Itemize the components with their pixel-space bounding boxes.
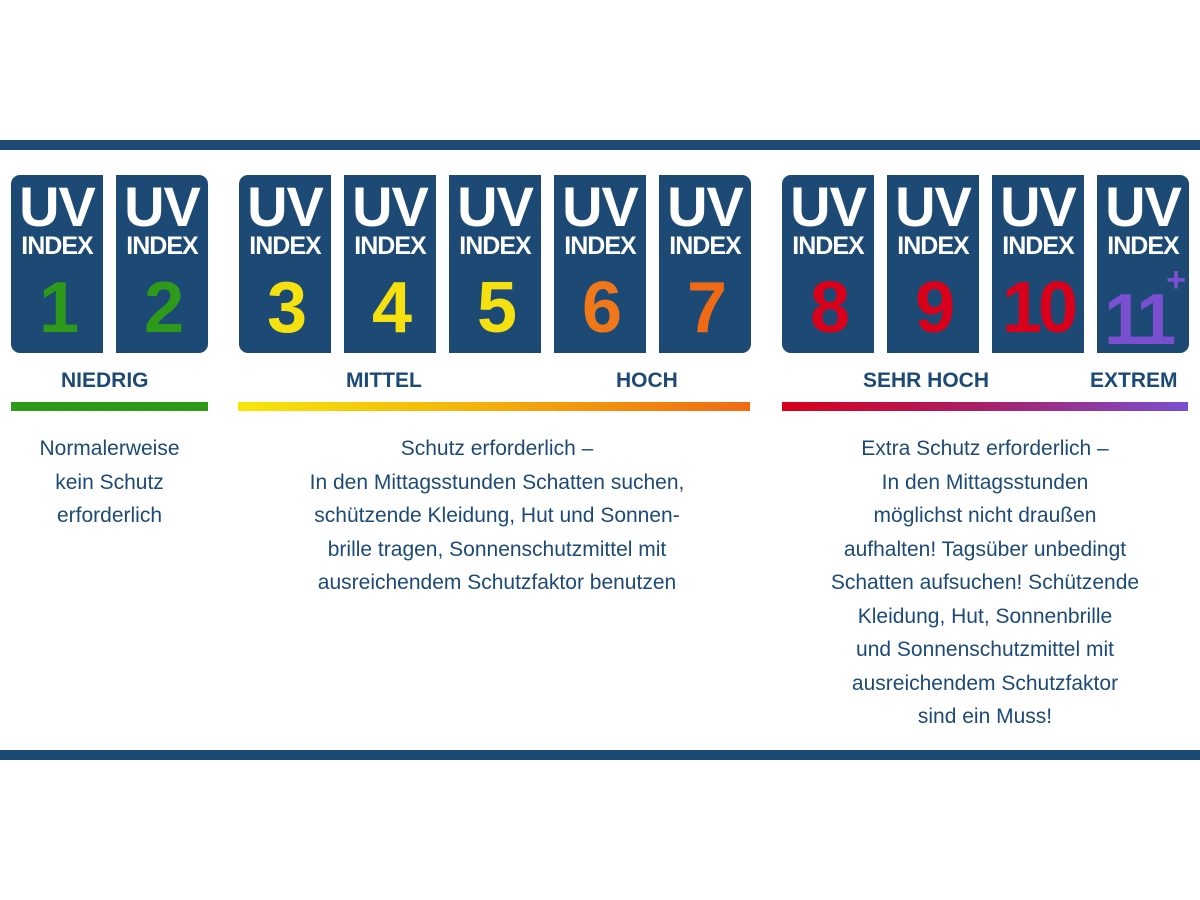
uv-value-number: 2 (143, 268, 184, 348)
uv-text: UV (457, 175, 534, 238)
uv-text: UV (19, 175, 96, 238)
uv-value-number: 9 (914, 268, 955, 348)
index-text: INDEX (1107, 232, 1179, 260)
index-text: INDEX (21, 232, 93, 260)
uv-card-4: UV INDEX 4 (344, 175, 436, 353)
uv-card-10: UV INDEX 10 (992, 175, 1084, 353)
uv-value: 10 (992, 269, 1084, 347)
index-text: INDEX (897, 232, 969, 260)
top-divider (0, 140, 1200, 150)
level-label-very-high: SEHR HOCH (863, 369, 990, 392)
index-text: INDEX (126, 232, 198, 260)
uv-card-7: UV INDEX 7 (659, 175, 751, 353)
uv-value: 8 (782, 269, 874, 347)
uv-text: UV (1105, 175, 1182, 238)
uv-value-number: 5 (476, 268, 517, 348)
very-high-extreme-color-bar (782, 402, 1188, 411)
uv-card-1: UV INDEX 1 (11, 175, 103, 353)
uv-value-number: 3 (266, 268, 307, 348)
index-text: INDEX (669, 232, 741, 260)
level-label-high: HOCH (616, 369, 678, 392)
medium-high-color-bar (238, 402, 750, 411)
uv-text: UV (790, 175, 867, 238)
description-very-high-extreme: Extra Schutz erforderlich – In den Mitta… (830, 437, 1140, 728)
uv-value: 1 (11, 269, 103, 347)
uv-value-number: 4 (371, 268, 412, 348)
uv-value-number: 1 (38, 268, 79, 348)
uv-value-number: 8 (809, 268, 850, 348)
uv-card-2: UV INDEX 2 (116, 175, 208, 353)
level-label-medium: MITTEL (346, 369, 422, 392)
uv-text: UV (562, 175, 639, 238)
uv-card-11: UV INDEX 11+ (1097, 175, 1189, 359)
index-text: INDEX (564, 232, 636, 260)
uv-value: 2 (116, 269, 208, 347)
low-color-bar (11, 402, 208, 411)
uv-value-number: 10 (1001, 268, 1078, 348)
uv-card-6: UV INDEX 6 (554, 175, 646, 353)
uv-value: 9 (887, 269, 979, 347)
index-text: INDEX (1002, 232, 1074, 260)
level-label-low: NIEDRIG (61, 369, 149, 392)
uv-value: 3 (239, 269, 331, 347)
uv-card-3: UV INDEX 3 (239, 175, 331, 353)
description-medium-high: Schutz erforderlich – In den Mittagsstun… (309, 437, 685, 594)
index-text: INDEX (354, 232, 426, 260)
uv-text: UV (352, 175, 429, 238)
plus-sign: + (1166, 261, 1186, 299)
uv-text: UV (1000, 175, 1077, 238)
bottom-divider (0, 750, 1200, 760)
uv-value-number: 6 (581, 268, 622, 348)
uv-value-number: 11 (1104, 280, 1176, 360)
level-label-extreme: EXTREM (1090, 369, 1178, 392)
uv-text: UV (895, 175, 972, 238)
uv-value: 11+ (1097, 261, 1189, 360)
description-low: Normalerweise kein Schutz erforderlich (39, 437, 180, 527)
uv-value-number: 7 (686, 268, 727, 348)
index-text: INDEX (249, 232, 321, 260)
uv-value: 7 (659, 269, 751, 347)
uv-card-9: UV INDEX 9 (887, 175, 979, 353)
uv-value: 5 (449, 269, 541, 347)
uv-value: 4 (344, 269, 436, 347)
uv-text: UV (247, 175, 324, 238)
uv-text: UV (124, 175, 201, 238)
uv-card-8: UV INDEX 8 (782, 175, 874, 353)
uv-text: UV (667, 175, 744, 238)
index-text: INDEX (792, 232, 864, 260)
uv-card-5: UV INDEX 5 (449, 175, 541, 353)
uv-value: 6 (554, 269, 646, 347)
index-text: INDEX (459, 232, 531, 260)
